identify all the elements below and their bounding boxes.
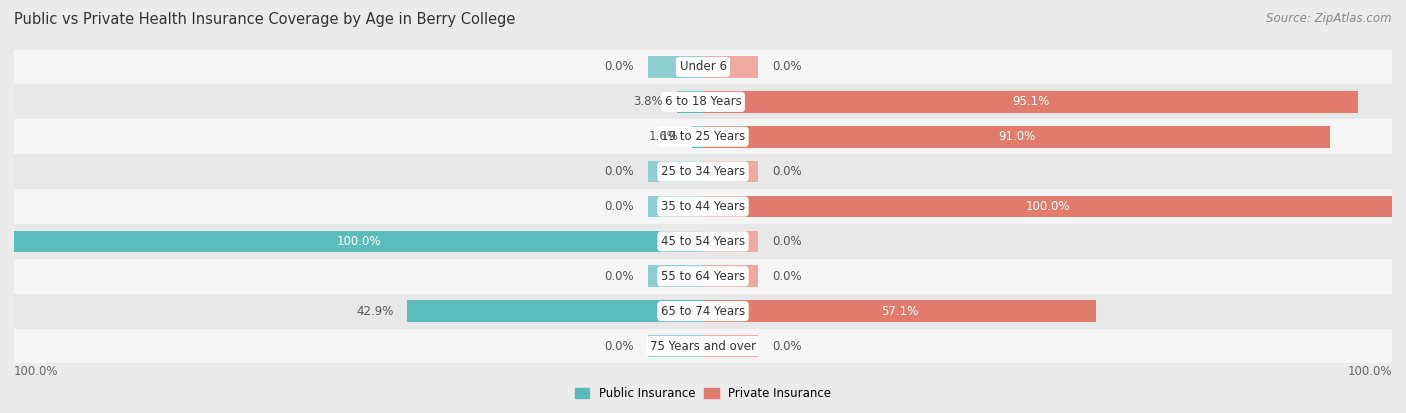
- Bar: [14, 119, 1392, 154]
- Text: 0.0%: 0.0%: [772, 339, 801, 353]
- Legend: Public Insurance, Private Insurance: Public Insurance, Private Insurance: [571, 382, 835, 405]
- Text: Public vs Private Health Insurance Coverage by Age in Berry College: Public vs Private Health Insurance Cover…: [14, 12, 516, 27]
- Bar: [648, 161, 703, 183]
- Bar: [648, 56, 703, 78]
- Bar: [14, 224, 1392, 259]
- Bar: [703, 335, 758, 357]
- Text: 19 to 25 Years: 19 to 25 Years: [661, 130, 745, 143]
- Text: 35 to 44 Years: 35 to 44 Years: [661, 200, 745, 213]
- Bar: [703, 300, 1097, 322]
- Text: 100.0%: 100.0%: [1347, 365, 1392, 378]
- Text: 25 to 34 Years: 25 to 34 Years: [661, 165, 745, 178]
- Bar: [703, 126, 1330, 147]
- Bar: [14, 84, 1392, 119]
- Text: 95.1%: 95.1%: [1012, 95, 1049, 108]
- Text: 3.8%: 3.8%: [634, 95, 664, 108]
- Bar: [14, 50, 1392, 84]
- Bar: [648, 196, 703, 217]
- Text: 42.9%: 42.9%: [356, 305, 394, 318]
- Bar: [703, 91, 1358, 113]
- Bar: [648, 266, 703, 287]
- Text: 0.0%: 0.0%: [772, 235, 801, 248]
- Text: 100.0%: 100.0%: [336, 235, 381, 248]
- Bar: [14, 294, 1392, 329]
- Text: 75 Years and over: 75 Years and over: [650, 339, 756, 353]
- Bar: [14, 230, 703, 252]
- Text: 0.0%: 0.0%: [605, 165, 634, 178]
- Bar: [408, 300, 703, 322]
- Text: 6 to 18 Years: 6 to 18 Years: [665, 95, 741, 108]
- Text: 55 to 64 Years: 55 to 64 Years: [661, 270, 745, 283]
- Bar: [676, 91, 703, 113]
- Text: 91.0%: 91.0%: [998, 130, 1035, 143]
- Text: 65 to 74 Years: 65 to 74 Years: [661, 305, 745, 318]
- Bar: [703, 230, 758, 252]
- Bar: [14, 189, 1392, 224]
- Text: 0.0%: 0.0%: [605, 60, 634, 74]
- Bar: [648, 335, 703, 357]
- Bar: [703, 161, 758, 183]
- Bar: [703, 266, 758, 287]
- Bar: [703, 56, 758, 78]
- Bar: [14, 154, 1392, 189]
- Text: 0.0%: 0.0%: [772, 165, 801, 178]
- Bar: [14, 329, 1392, 363]
- Text: 100.0%: 100.0%: [14, 365, 59, 378]
- Text: 0.0%: 0.0%: [605, 270, 634, 283]
- Text: 0.0%: 0.0%: [772, 60, 801, 74]
- Text: 100.0%: 100.0%: [1025, 200, 1070, 213]
- Text: 0.0%: 0.0%: [605, 339, 634, 353]
- Text: 1.6%: 1.6%: [648, 130, 678, 143]
- Text: 0.0%: 0.0%: [605, 200, 634, 213]
- Bar: [14, 259, 1392, 294]
- Bar: [692, 126, 703, 147]
- Bar: [703, 196, 1392, 217]
- Text: 0.0%: 0.0%: [772, 270, 801, 283]
- Text: 45 to 54 Years: 45 to 54 Years: [661, 235, 745, 248]
- Text: 57.1%: 57.1%: [882, 305, 918, 318]
- Text: Source: ZipAtlas.com: Source: ZipAtlas.com: [1267, 12, 1392, 25]
- Text: Under 6: Under 6: [679, 60, 727, 74]
